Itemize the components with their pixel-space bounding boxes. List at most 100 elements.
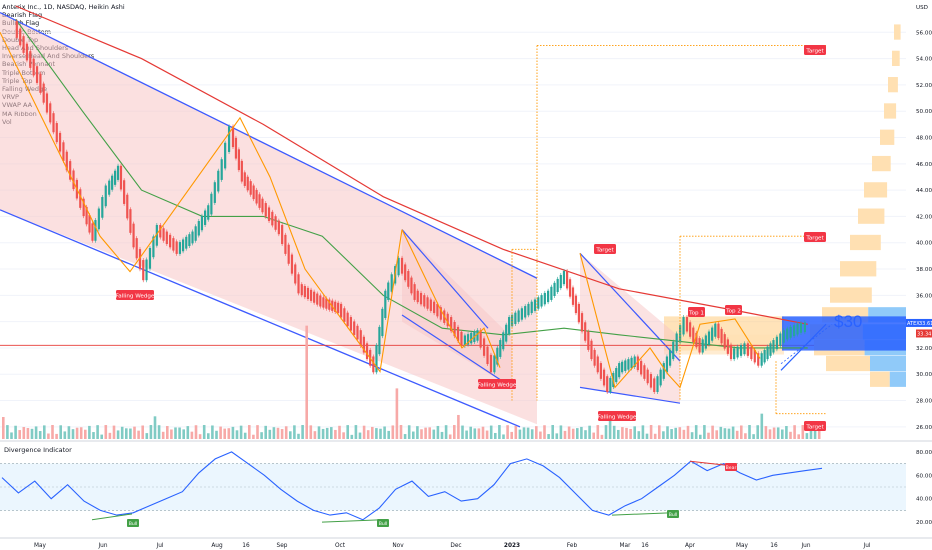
pattern-zigzag [401,229,501,368]
candle [294,264,297,284]
vrvp-bar [872,155,891,172]
volume-bar [432,429,436,439]
candle [88,215,91,233]
vrvp-bar [889,371,906,387]
volume-bar [6,425,9,439]
price-tick-label: 40.00 [916,241,932,247]
legend-item[interactable]: Bearish Flag [2,11,43,20]
candle [249,181,252,195]
candle [94,220,97,241]
candle [410,277,413,294]
volume-bar [489,425,493,439]
candle [197,221,200,236]
volume-bar [145,433,149,439]
price-tick-label: 26.00 [916,425,932,431]
candle [169,234,172,248]
candle [200,215,204,231]
candle [194,226,197,241]
candle [799,322,803,333]
volume-bar [580,426,583,439]
ticker-tag: ATEX [907,321,920,327]
candle [104,185,107,207]
candle [571,287,575,305]
chart-title: Anterix Inc., 1D, NASDAQ, Heikin Ashi [2,3,125,11]
candle [339,303,343,318]
volume-bar [457,414,460,439]
volume-bar [161,431,165,439]
wedge-lower-line [401,314,513,388]
volume-bar [625,427,628,439]
candle [322,297,325,308]
volume-bar [817,426,821,439]
candle [596,356,599,373]
candle [297,274,300,294]
volume-bar [592,432,595,439]
candle [707,331,711,345]
volume-bar [10,432,13,439]
rsi-line [1,451,823,521]
volume-bar [444,425,448,439]
volume-bar [2,417,5,439]
candle [49,103,52,123]
time-tick-label: Mar [620,543,632,549]
bull-divergence-line [321,519,383,523]
candle [243,172,246,186]
candle [72,170,75,190]
volume-bar [715,430,718,439]
volume-bar [260,432,263,439]
time-tick-label: Jun [97,543,107,549]
volume-bar [772,427,776,439]
volume-bar [133,426,136,439]
volume-bars [2,325,821,439]
volume-bar [198,434,202,439]
price-tick-label: 46.00 [916,162,932,168]
candle [736,346,739,358]
candle [662,363,665,379]
time-tick-label: Sep [277,543,288,549]
candle [172,238,175,251]
volume-bar [567,426,571,439]
volume-bar [559,425,563,439]
volume-bar [801,425,805,439]
volume-bar [608,414,612,439]
volume-bar [510,431,513,439]
candle [729,344,733,360]
ma-price: 33.34 [917,331,931,337]
volume-bar [752,434,755,439]
candle [627,359,630,370]
candle [486,346,489,365]
candle [113,170,117,185]
volume-bar [330,427,333,439]
candle [587,331,590,350]
volume-bar [797,434,800,439]
candle [413,284,416,300]
candle [123,180,126,204]
volume-bar [539,431,542,439]
volume-profile [782,24,906,387]
candle [313,291,316,303]
time-tick-label: 16 [242,543,250,549]
volume-bar [395,388,399,439]
volume-bar [47,433,50,439]
volume-bar [407,425,411,439]
candle [704,335,707,349]
candle [517,310,520,322]
candle [643,365,646,379]
volume-bar [235,430,239,439]
candle [606,376,609,392]
candle [429,299,432,311]
candle [789,326,792,338]
candle [433,301,436,314]
time-tick-label: Feb [567,543,578,549]
candle [653,378,656,392]
candle [423,295,426,307]
volume-bar [530,429,534,439]
volume-bar [178,427,181,439]
candle [550,286,553,300]
candle [126,194,129,219]
target-label: Target [805,235,824,241]
volume-bar [416,426,419,439]
target-label: Target [805,48,824,54]
candle [533,299,537,311]
